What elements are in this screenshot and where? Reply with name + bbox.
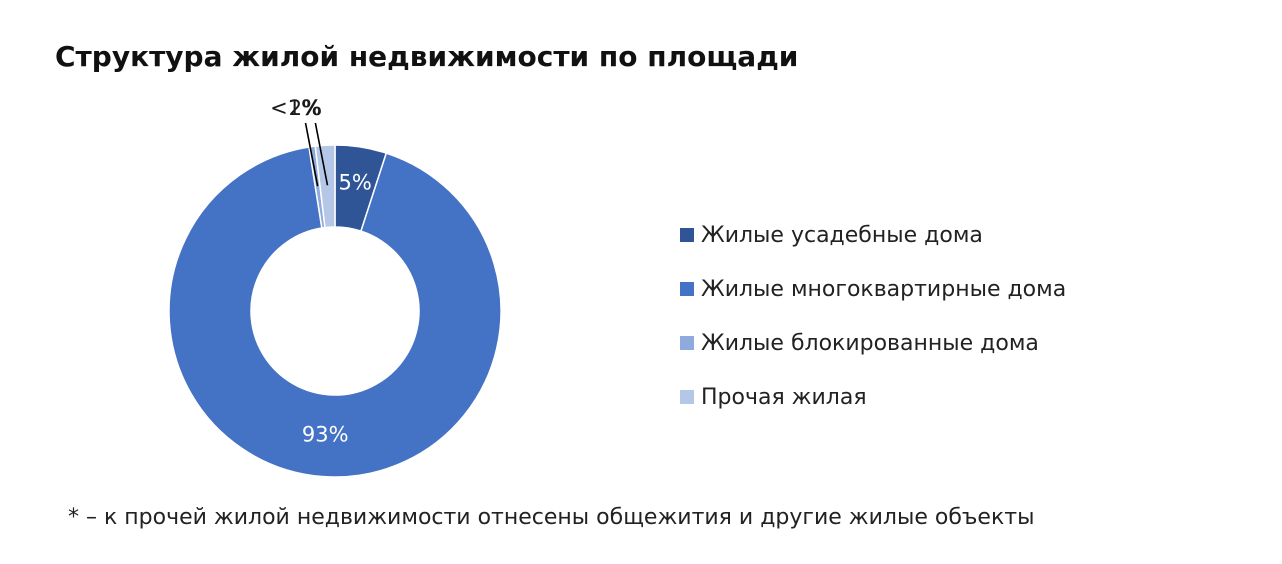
legend-label-3: Прочая жилая (701, 384, 867, 410)
slice-label-0: 5% (339, 171, 372, 195)
chart-legend: Жилые усадебные дома Жилые многоквартирны… (680, 208, 1066, 424)
leader-line-3 (314, 122, 329, 186)
donut-slice-1 (168, 146, 502, 478)
legend-label-1: Жилые многоквартирные дома (701, 276, 1067, 302)
legend-swatch-3 (680, 390, 694, 404)
legend-label-0: Жилые усадебные дома (701, 222, 983, 248)
slice-label-2: <1% (270, 96, 321, 120)
slice-label-1: 93% (302, 423, 349, 447)
legend-label-2: Жилые блокированные дома (701, 330, 1039, 356)
donut-chart: 5% 93% <1%2% (168, 96, 502, 478)
legend-swatch-2 (680, 336, 694, 350)
legend-item-0: Жилые усадебные дома (680, 208, 1066, 262)
leader-line-2 (304, 122, 319, 187)
slice-label-3: 2% (289, 96, 322, 120)
legend-item-2: Жилые блокированные дома (680, 316, 1066, 370)
legend-swatch-0 (680, 228, 694, 242)
donut-slice-3 (314, 144, 336, 229)
legend-swatch-1 (680, 282, 694, 296)
chart-title: Структура жилой недвижимости по площади (55, 40, 799, 73)
legend-item-1: Жилые многоквартирные дома (680, 262, 1066, 316)
footnote: * – к прочей жилой недвижимости отнесены… (68, 505, 1035, 530)
legend-item-3: Прочая жилая (680, 370, 1066, 424)
